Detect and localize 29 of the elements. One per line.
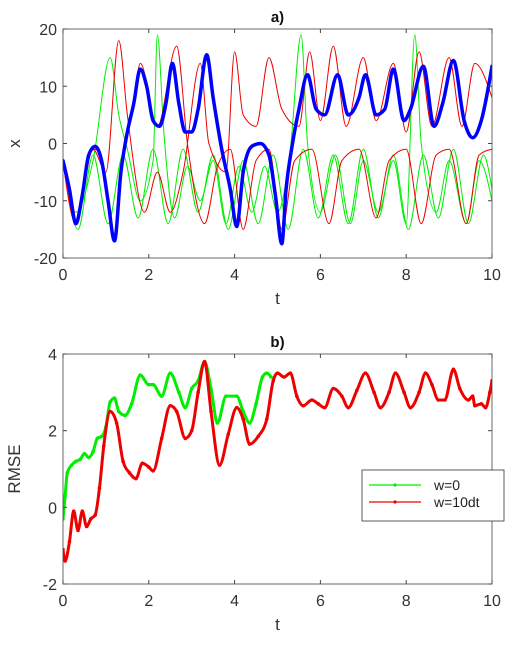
- y-tick-label: 0: [48, 500, 58, 518]
- chart-title: a): [270, 9, 284, 26]
- y-tick-label: 20: [39, 22, 58, 39]
- x-tick-label: 10: [483, 267, 501, 284]
- y-tick-label: -10: [34, 194, 58, 211]
- x-tick-label: 4: [230, 593, 240, 610]
- legend-label: w=0: [433, 477, 460, 493]
- y-axis-title: x: [5, 138, 24, 148]
- x-tick-label: 0: [58, 267, 68, 284]
- x-tick-label: 6: [316, 593, 325, 610]
- y-axis-title: RMSE: [5, 444, 24, 494]
- x-tick-label: 8: [402, 593, 411, 610]
- chart-title: b): [270, 334, 285, 351]
- x-tick-label: 10: [483, 593, 501, 610]
- y-tick-label: -20: [34, 251, 58, 268]
- x-tick-label: 0: [58, 593, 68, 610]
- y-tick-label: 4: [48, 347, 58, 364]
- x-axis-title: t: [275, 615, 280, 634]
- y-tick-label: 0: [48, 136, 58, 154]
- x-tick-label: 2: [144, 267, 154, 284]
- x-tick-label: 6: [316, 267, 325, 284]
- y-tick-label: 10: [39, 79, 58, 96]
- legend-label: w=10dt: [433, 494, 480, 510]
- x-tick-label: 8: [402, 267, 411, 284]
- y-tick-label: 2: [48, 424, 58, 441]
- x-axis-title: t: [275, 289, 280, 308]
- y-tick-label: -2: [42, 577, 58, 594]
- x-tick-label: 4: [230, 267, 240, 284]
- x-tick-label: 2: [144, 593, 154, 610]
